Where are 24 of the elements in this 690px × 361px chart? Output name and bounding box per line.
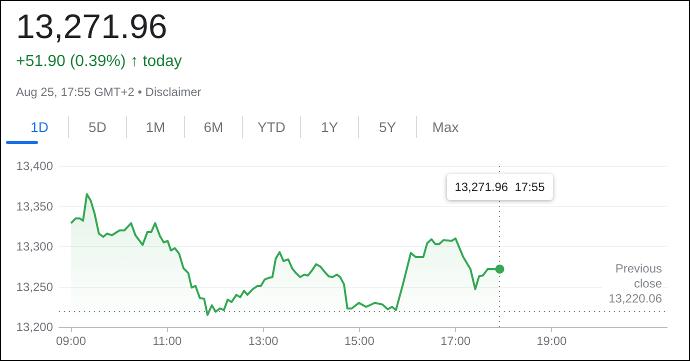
text: 1D (30, 118, 50, 137)
text: 5Y (358, 116, 416, 138)
x-tick-label: 13:00 (248, 334, 279, 348)
x-tick-label: 09:00 (56, 334, 86, 348)
text: 1Y (300, 116, 358, 138)
text: 1M (126, 116, 184, 138)
y-tick-label: 13,250 (16, 280, 54, 294)
chart-subtitle: +51.90 (0.39%) ↑ today (16, 53, 183, 71)
x-tick-label: 19:00 (536, 334, 567, 348)
x-tick-label: 11:00 (152, 334, 182, 348)
y-tick-label: 13,400 (16, 159, 54, 173)
y-tick-label: 13,300 (16, 240, 54, 254)
x-tick-label: 17:00 (440, 334, 471, 348)
y-tick-label: 13,200 (16, 320, 54, 334)
text: Aug 25, 17:55 GMT+2 • Disclaimer (16, 85, 202, 99)
y-tick-label: 13,350 (16, 199, 54, 214)
text: 5D (68, 116, 126, 138)
chart-title: 13,271.96 (16, 7, 168, 47)
x-tick-label: 15:00 (344, 334, 375, 348)
text: Max (416, 116, 474, 138)
text: 6M (184, 116, 242, 138)
ref-line-label: Previous close 13,220.06 (608, 261, 662, 306)
annotation: 13,271.96 17:55 (446, 174, 553, 200)
text: YTD (242, 116, 300, 138)
